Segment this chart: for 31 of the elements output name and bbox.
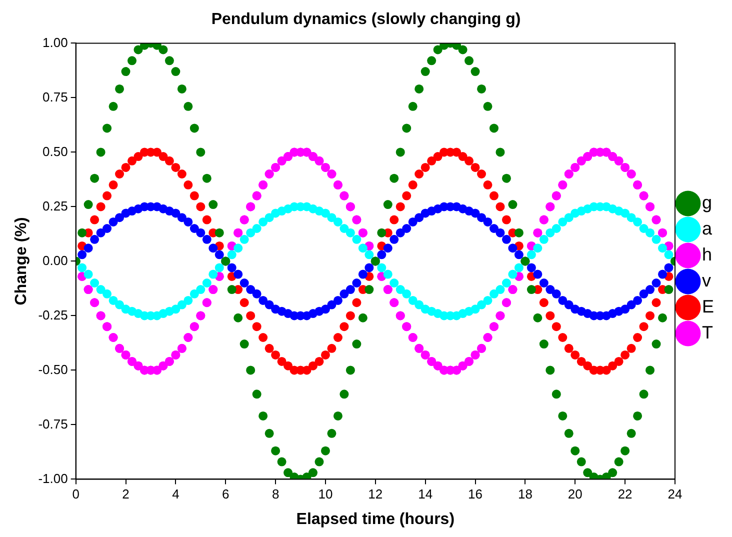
x-tick-label: 14	[418, 486, 433, 502]
x-tick-label: 2	[122, 486, 130, 502]
x-tick-label: 20	[568, 486, 582, 502]
x-axis-title: Elapsed time (hours)	[296, 510, 455, 528]
x-tick-label: 24	[668, 486, 682, 502]
legend-label: g	[702, 192, 712, 212]
x-tick-label: 22	[618, 486, 632, 502]
legend-label: h	[702, 244, 712, 264]
x-tick-label: 18	[518, 486, 532, 502]
y-tick-label: 0.25	[42, 198, 68, 214]
legend-label: T	[702, 322, 713, 342]
x-tick-label: 8	[272, 486, 280, 502]
legend-label: v	[702, 270, 711, 290]
chart-title: Pendulum dynamics (slowly changing g)	[211, 11, 521, 28]
x-tick-label: 6	[222, 486, 230, 502]
x-tick-label: 0	[72, 486, 80, 502]
y-tick-label: 1.00	[42, 34, 68, 50]
x-tick-label: 16	[468, 486, 483, 502]
legend-label: a	[702, 218, 713, 238]
y-tick-label: -1.00	[38, 470, 68, 486]
y-tick-label: 0.75	[42, 89, 68, 104]
y-tick-label: -0.50	[38, 362, 68, 377]
legend-label: E	[702, 296, 714, 316]
x-tick-label: 4	[172, 486, 180, 502]
y-tick-label: 0.00	[42, 252, 68, 268]
x-tick-label: 12	[368, 486, 383, 502]
y-tick-label: 0.50	[42, 144, 68, 159]
x-tick-label: 10	[318, 486, 333, 502]
y-axis-title: Change (%)	[13, 217, 30, 306]
y-tick-label: -0.25	[38, 307, 68, 322]
y-tick-label: -0.75	[38, 416, 68, 432]
